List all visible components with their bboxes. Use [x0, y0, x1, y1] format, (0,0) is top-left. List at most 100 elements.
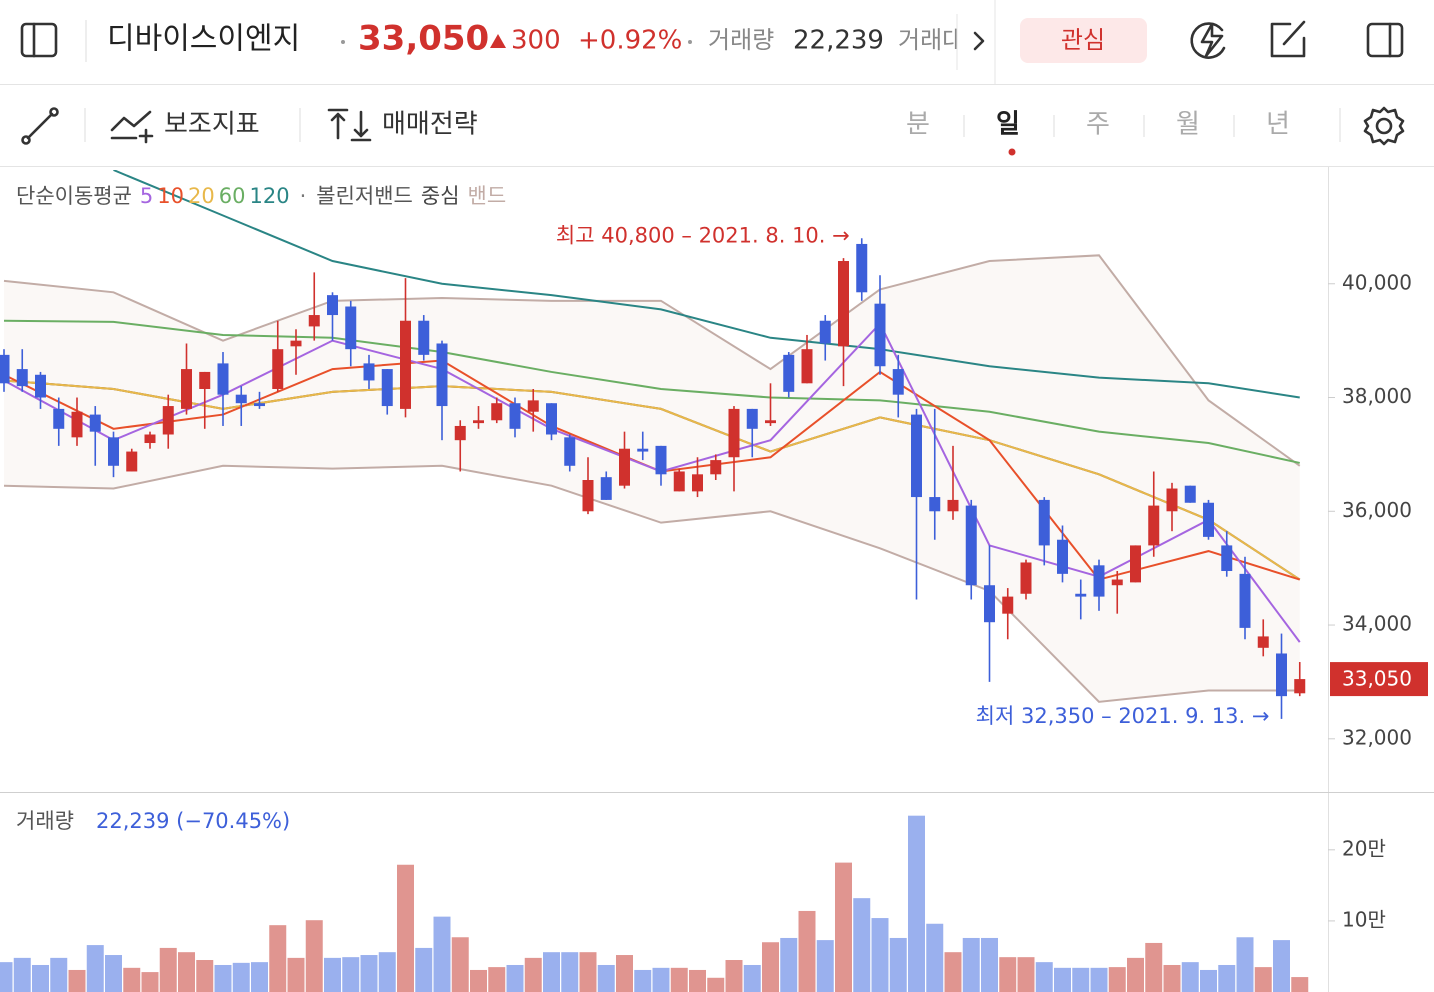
candle-body	[728, 408, 740, 458]
candle-body	[1239, 573, 1251, 628]
ma-line	[113, 170, 1300, 399]
candle-body	[765, 420, 776, 424]
period-tab[interactable]: 년	[1266, 110, 1290, 140]
volume-bar	[196, 960, 214, 992]
volume-bar	[269, 925, 287, 992]
candle-body	[856, 243, 868, 293]
candle-body	[71, 411, 83, 438]
volume-bar	[1291, 977, 1309, 992]
period-tab[interactable]: 일	[996, 110, 1020, 140]
volume-bar	[506, 964, 524, 992]
watch-button[interactable]: 관심	[1020, 18, 1147, 63]
volume-bar	[1218, 964, 1236, 992]
candle-body	[308, 315, 320, 327]
band-layer	[3, 254, 1301, 703]
band-fill	[4, 255, 1300, 702]
panel-icon[interactable]	[1366, 22, 1404, 58]
volume-bar	[999, 957, 1017, 992]
period-tab[interactable]: 분	[906, 110, 930, 140]
up-arrow	[490, 34, 506, 48]
dot	[341, 40, 345, 44]
volume-bar	[13, 957, 31, 992]
toolbar: 보조지표 매매전략 분 일 주 월 년	[0, 106, 1434, 167]
high-annotation: 최고 40,800 – 2021. 8. 10. →	[556, 223, 850, 247]
candle-body	[1020, 562, 1032, 594]
volume-bar	[1163, 964, 1181, 992]
volume-bar	[1017, 957, 1035, 992]
volume-bar	[415, 947, 433, 992]
sidebar-toggle[interactable]	[20, 22, 58, 58]
candle-body	[1002, 596, 1014, 614]
band-lower	[3, 464, 1300, 703]
candle-body	[16, 369, 28, 387]
volume-bar	[1127, 957, 1144, 992]
candle-body	[53, 408, 65, 429]
candle-body	[473, 420, 484, 424]
volume-bar	[141, 972, 159, 992]
volume-bar	[543, 952, 560, 992]
indicators-button[interactable]: 보조지표	[164, 110, 260, 140]
candle-body	[692, 474, 703, 492]
candle-body	[911, 414, 922, 498]
legend-entry: 20	[188, 184, 215, 208]
active-dot	[1008, 148, 1016, 156]
candle-body	[199, 371, 211, 389]
settings-icon[interactable]	[1363, 106, 1405, 146]
candle-body	[1166, 488, 1178, 512]
y-tick-label: 32,000	[1342, 725, 1412, 749]
candle-body	[327, 295, 338, 316]
volume-bar	[1090, 967, 1108, 992]
candle-body	[400, 320, 411, 409]
volume-bar	[342, 957, 360, 992]
candle-body	[783, 354, 795, 392]
candle-body	[1276, 653, 1287, 697]
candle-body	[491, 403, 503, 421]
candle-layer	[0, 238, 1306, 719]
y-tick-label: 20만	[1342, 836, 1386, 860]
candle-body	[89, 414, 101, 432]
change-pct: +0.92%	[578, 26, 682, 56]
flash-icon[interactable]	[1190, 22, 1226, 59]
draw-tool[interactable]	[21, 107, 59, 145]
volume-bar	[798, 910, 816, 992]
period-tab[interactable]: 주	[1086, 110, 1110, 140]
volume-bar	[1072, 967, 1090, 992]
candle-body	[1111, 579, 1123, 586]
strategy-icon[interactable]	[327, 108, 372, 142]
low-annotation: 최저 32,350 – 2021. 9. 13. →	[976, 704, 1270, 728]
strategy-button[interactable]: 매매전략	[382, 110, 478, 140]
candle-body	[546, 403, 557, 435]
candle-body	[801, 349, 813, 384]
indicator-icon[interactable]	[110, 110, 154, 144]
volume-bar	[287, 957, 305, 992]
legend-separator: ·	[300, 184, 307, 208]
memo-icon[interactable]	[1270, 20, 1306, 58]
period-tab[interactable]: 월	[1176, 110, 1200, 140]
legend-entry: 60	[219, 184, 246, 208]
volume-bar	[889, 937, 907, 992]
volume-bar	[981, 937, 998, 992]
y-tick-label: 34,000	[1342, 612, 1412, 636]
y-tick-label: 10만	[1342, 907, 1386, 931]
ma-line	[3, 319, 1300, 464]
candle-body	[673, 471, 685, 492]
candle-body	[838, 261, 849, 347]
stock-name: 디바이스이엔지	[107, 22, 300, 57]
candle-body	[1221, 545, 1233, 572]
volume-layer	[0, 815, 1309, 992]
volume-bar	[652, 967, 670, 992]
candle-body	[1257, 636, 1269, 648]
candle-body	[345, 306, 357, 350]
candle-body	[181, 369, 192, 409]
volume-title: 거래량	[16, 809, 74, 833]
volume-bar	[50, 957, 68, 992]
volume-bar	[634, 969, 652, 992]
chevron[interactable]	[973, 31, 985, 51]
candle-body	[254, 403, 265, 407]
volume-bar	[470, 969, 487, 992]
volume-bar	[871, 918, 889, 992]
volume-bar	[725, 960, 743, 992]
legend-entry: 중심	[421, 184, 460, 208]
volume-bar	[780, 937, 798, 992]
